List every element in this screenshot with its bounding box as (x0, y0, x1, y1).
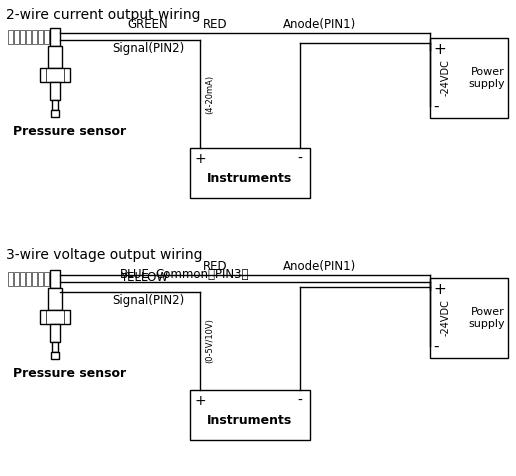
Bar (44, 30, 49, 44)
Text: +: + (194, 152, 206, 166)
Text: Signal(PIN2): Signal(PIN2) (112, 294, 184, 307)
Bar (51, 110, 59, 117)
Bar (26, 30, 31, 44)
Text: RED: RED (203, 18, 228, 31)
Bar (430, 278, 508, 358)
Text: Instruments: Instruments (207, 415, 293, 427)
Bar (430, 38, 508, 118)
Text: BLUE: BLUE (120, 268, 150, 281)
Text: Instruments: Instruments (207, 172, 293, 186)
Bar (50, 324, 60, 342)
Text: Pressure sensor: Pressure sensor (13, 367, 126, 380)
Text: -24VDC: -24VDC (441, 299, 451, 337)
Text: +: + (194, 394, 206, 408)
Bar (40, 310, 70, 324)
Text: -: - (433, 339, 439, 354)
Bar (190, 390, 310, 440)
Text: Anode(PIN1): Anode(PIN1) (283, 260, 357, 273)
Text: 3-wire voltage output wiring: 3-wire voltage output wiring (6, 248, 202, 262)
Text: Common（PIN3）: Common（PIN3） (155, 268, 249, 281)
Bar (40, 68, 70, 82)
Bar (48, 46, 62, 68)
Text: +: + (433, 282, 446, 297)
Bar (32, 272, 37, 286)
Bar (38, 272, 43, 286)
Text: (4-20mA): (4-20mA) (205, 74, 214, 114)
Text: -: - (433, 99, 439, 114)
Text: (0-5V/10V): (0-5V/10V) (205, 318, 214, 364)
Text: supply: supply (469, 79, 505, 89)
Text: -24VDC: -24VDC (441, 60, 451, 97)
Text: supply: supply (469, 319, 505, 329)
Text: 2-wire current output wiring: 2-wire current output wiring (6, 8, 201, 22)
Bar (8, 30, 13, 44)
Bar (14, 272, 19, 286)
Bar (20, 272, 25, 286)
Text: Signal(PIN2): Signal(PIN2) (112, 42, 184, 55)
Text: YELLOW: YELLOW (120, 271, 168, 284)
Bar (190, 148, 310, 198)
Bar (26, 272, 31, 286)
Text: RED: RED (203, 260, 228, 273)
Bar (50, 270, 60, 288)
Text: -: - (298, 152, 302, 166)
Bar (20, 30, 25, 44)
Text: GREEN: GREEN (127, 18, 168, 31)
Bar (48, 288, 62, 310)
Bar (32, 30, 37, 44)
Bar (50, 28, 60, 46)
Bar (52, 342, 58, 352)
Bar (50, 82, 60, 100)
Bar (38, 30, 43, 44)
Text: Anode(PIN1): Anode(PIN1) (283, 18, 357, 31)
Bar (14, 30, 19, 44)
Bar (8, 272, 13, 286)
Bar (51, 352, 59, 359)
Text: -: - (298, 394, 302, 408)
Text: Power: Power (471, 67, 505, 77)
Bar (44, 272, 49, 286)
Text: +: + (433, 42, 446, 57)
Text: Power: Power (471, 307, 505, 317)
Bar (52, 100, 58, 110)
Text: Pressure sensor: Pressure sensor (13, 125, 126, 138)
